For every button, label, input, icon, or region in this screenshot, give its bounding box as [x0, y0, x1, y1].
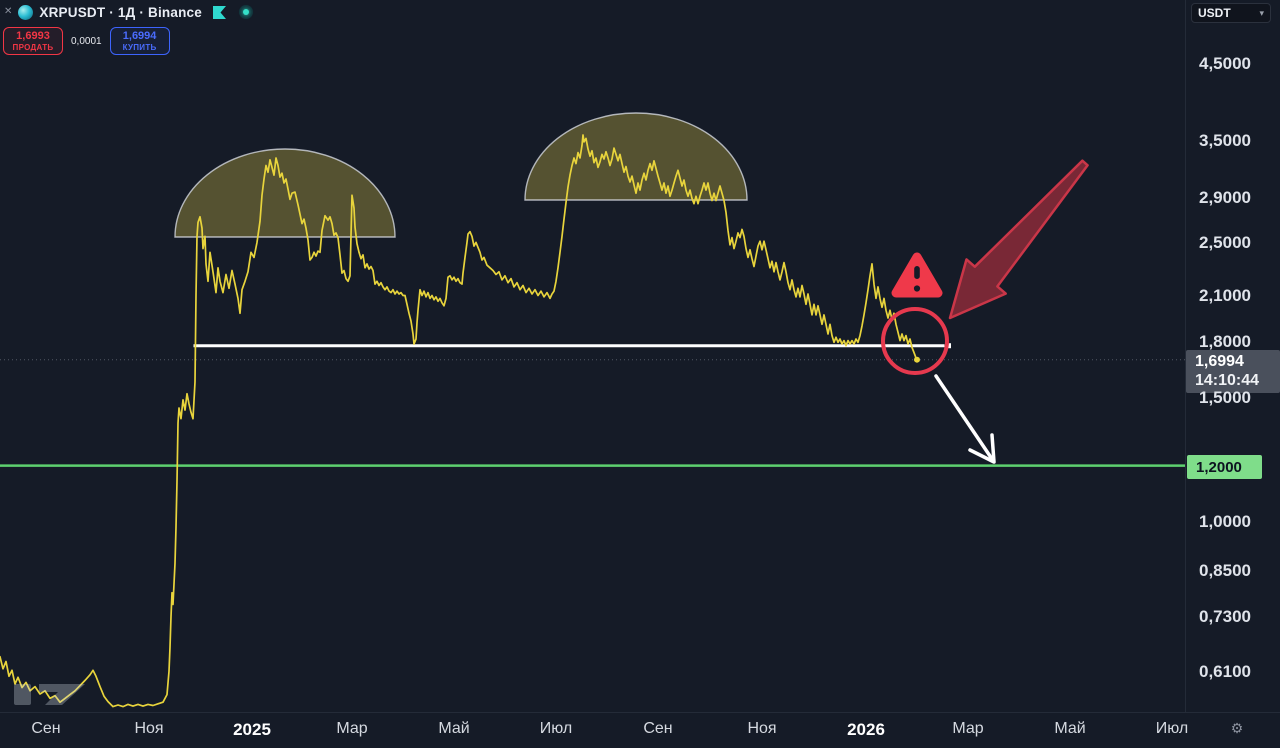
big-down-arrow[interactable] — [948, 159, 1089, 320]
buy-price: 1,6994 — [122, 29, 157, 42]
price-tick-label: 1,8000 — [1199, 332, 1251, 351]
target-price-value: 1,2000 — [1196, 458, 1242, 476]
price-tick-label: 1,5000 — [1199, 388, 1251, 407]
warning-icon-dot — [913, 285, 921, 292]
tradingview-logo[interactable] — [14, 684, 85, 705]
time-tick-month-label: Сен — [31, 720, 61, 737]
chart-canvas[interactable] — [0, 0, 1185, 712]
buy-label: КУПИТЬ — [122, 42, 157, 52]
time-tick-year-label: 2026 — [847, 720, 885, 739]
time-tick-month-label: Май — [438, 720, 470, 737]
chevron-down-icon: ▾ — [1259, 7, 1264, 18]
warning-icon-bar — [914, 266, 920, 279]
price-tick-label: 0,7300 — [1199, 607, 1251, 626]
sell-button[interactable]: 1,6993 ПРОДАТЬ — [3, 27, 63, 55]
flag-icon[interactable] — [212, 5, 227, 20]
price-tick-label: 2,1000 — [1199, 286, 1251, 305]
projection-arrow-shaft[interactable] — [934, 374, 994, 461]
time-axis[interactable]: Сен Ноя 2025 Мар Май Июл Сен Ноя 2026 Мар Май Июл — [0, 712, 1280, 748]
symbol-x-glyph: ✕ — [4, 6, 13, 17]
symbol-legend[interactable]: ✕ XRPUSDT · 1Д · Binance — [4, 3, 253, 21]
order-panel: 1,6993 ПРОДАТЬ 0,0001 1,6994 КУПИТЬ — [3, 27, 170, 55]
price-tick-label: 0,6100 — [1199, 662, 1251, 681]
last-price-dot — [914, 356, 920, 363]
time-tick-month-label: Мар — [336, 720, 368, 737]
price-series-line[interactable] — [0, 134, 918, 708]
dome-arc-pattern-1[interactable] — [174, 148, 396, 238]
currency-dropdown[interactable]: USDT ▾ — [1191, 3, 1271, 23]
sell-label: ПРОДАТЬ — [12, 42, 54, 52]
time-tick-year-label: 2025 — [233, 720, 271, 739]
price-tick-label: 2,9000 — [1199, 188, 1251, 207]
price-tick-label: 3,5000 — [1199, 131, 1251, 150]
settings-gear-icon[interactable]: ⚙ — [1230, 720, 1244, 736]
sell-price: 1,6993 — [16, 29, 50, 42]
buy-button[interactable]: 1,6994 КУПИТЬ — [109, 27, 170, 55]
time-tick-month-label: Ноя — [134, 720, 164, 737]
price-tick-label: 4,5000 — [1199, 54, 1251, 73]
target-price-label: 1,2000 — [1187, 455, 1262, 479]
bar-countdown: 14:10:44 — [1195, 372, 1260, 389]
currency-label: USDT — [1198, 6, 1231, 20]
price-tick-label: 2,5000 — [1199, 233, 1251, 252]
time-tick-month-label: Май — [1054, 720, 1086, 737]
market-status-icon — [238, 5, 253, 19]
symbol-title[interactable]: XRPUSDT · 1Д · Binance — [39, 4, 202, 20]
xrp-logo-icon — [18, 4, 34, 20]
spread-value: 0,0001 — [71, 35, 102, 47]
time-tick-month-label: Июл — [1155, 720, 1189, 737]
price-tick-label: 0,8500 — [1199, 561, 1251, 580]
time-tick-month-label: Сен — [643, 720, 673, 737]
price-tick-label: 1,0000 — [1199, 512, 1251, 531]
current-price-value: 1,6994 — [1195, 353, 1244, 370]
alert-circle[interactable] — [881, 307, 949, 375]
time-tick-month-label: Ноя — [747, 720, 777, 737]
dome-arc-pattern-2[interactable] — [524, 112, 748, 201]
current-price-label: 1,6994 14:10:44 — [1186, 350, 1280, 393]
price-axis[interactable]: USDT ▾ 1,6994 14:10:44 1,2000 4,5000 3,50… — [1185, 0, 1280, 712]
time-tick-month-label: Мар — [952, 720, 984, 737]
time-tick-month-label: Июл — [539, 720, 573, 737]
projection-arrow-head[interactable] — [968, 433, 996, 464]
